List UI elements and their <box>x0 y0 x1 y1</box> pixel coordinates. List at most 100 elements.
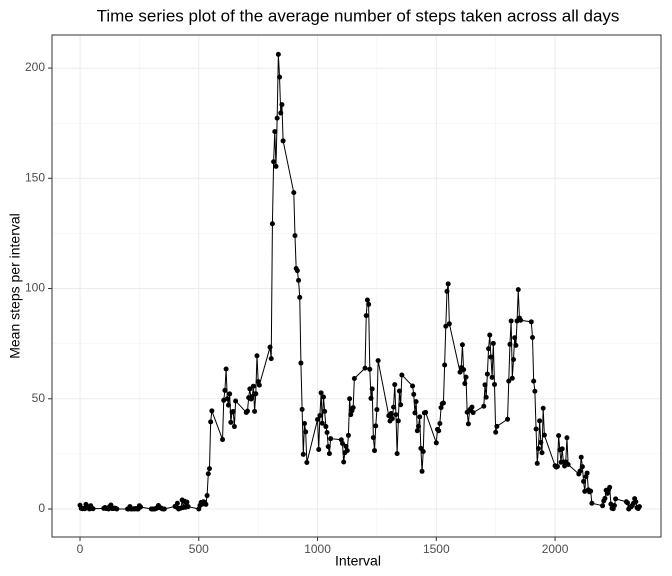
point <box>530 334 536 340</box>
point <box>565 461 571 467</box>
point <box>419 468 425 474</box>
x-tick-label: 0 <box>77 542 84 556</box>
y-tick-label: 0 <box>38 501 45 515</box>
point <box>373 423 379 429</box>
point <box>531 378 537 384</box>
point <box>244 408 250 414</box>
point <box>316 446 322 452</box>
point <box>253 391 259 397</box>
point <box>269 221 275 227</box>
point <box>505 416 511 422</box>
point <box>438 405 444 411</box>
point <box>388 411 394 417</box>
y-tick-label: 150 <box>25 170 45 184</box>
point <box>412 410 418 416</box>
point <box>613 496 619 502</box>
point <box>483 394 489 400</box>
point <box>437 420 443 426</box>
point <box>490 340 496 346</box>
point <box>538 439 544 445</box>
point <box>233 398 239 404</box>
point <box>303 429 309 435</box>
point <box>247 386 253 392</box>
point <box>369 386 375 392</box>
point <box>224 396 230 402</box>
point <box>579 464 585 470</box>
point <box>399 372 405 378</box>
point <box>540 405 546 411</box>
point <box>512 335 518 341</box>
point <box>209 408 215 414</box>
point <box>339 441 345 447</box>
point <box>394 451 400 457</box>
point <box>326 451 332 457</box>
point <box>636 504 642 510</box>
point <box>256 382 262 388</box>
point <box>324 429 330 435</box>
y-tick-label: 100 <box>25 281 45 295</box>
point <box>600 503 606 509</box>
point <box>206 466 212 472</box>
point <box>482 382 488 388</box>
point <box>272 129 278 135</box>
point <box>223 366 229 372</box>
point <box>581 478 587 484</box>
point <box>363 313 369 319</box>
point <box>323 424 329 430</box>
point <box>625 500 631 506</box>
point <box>443 323 449 329</box>
point <box>607 484 613 490</box>
point <box>413 399 419 405</box>
point <box>487 332 493 338</box>
point <box>301 420 307 426</box>
point <box>488 354 494 360</box>
point <box>299 406 305 412</box>
point <box>433 440 439 446</box>
point <box>328 436 334 442</box>
point <box>292 233 298 239</box>
point <box>250 383 256 389</box>
point <box>372 448 378 454</box>
point <box>602 495 608 501</box>
x-tick-label: 1000 <box>304 542 331 556</box>
point <box>446 321 452 327</box>
point <box>465 421 471 427</box>
point <box>249 394 255 400</box>
point <box>489 374 495 380</box>
point <box>351 375 357 381</box>
point <box>493 429 499 435</box>
point <box>414 428 420 434</box>
point <box>445 281 451 287</box>
point <box>278 110 284 116</box>
point <box>513 342 519 348</box>
point <box>367 366 373 372</box>
point <box>539 450 545 456</box>
point <box>420 448 426 454</box>
point <box>317 413 323 419</box>
point <box>208 419 214 425</box>
panel-border <box>51 34 662 538</box>
point <box>494 423 500 429</box>
point <box>535 446 541 452</box>
point <box>541 432 547 438</box>
point <box>556 433 562 439</box>
point <box>161 506 167 512</box>
point <box>463 374 469 380</box>
point <box>345 432 351 438</box>
point <box>469 404 475 410</box>
point <box>444 288 450 294</box>
point <box>506 378 512 384</box>
point <box>633 499 639 505</box>
point <box>491 381 497 387</box>
point <box>589 500 595 506</box>
point <box>297 294 303 300</box>
point <box>227 391 233 397</box>
point <box>298 360 304 366</box>
point <box>515 287 521 293</box>
point <box>392 382 398 388</box>
point <box>274 115 280 121</box>
point <box>300 451 306 457</box>
point <box>578 454 584 460</box>
point <box>222 387 228 393</box>
point <box>375 358 381 364</box>
